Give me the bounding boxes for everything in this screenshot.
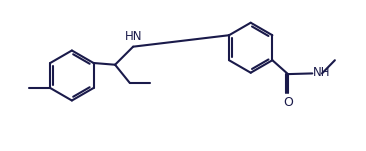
Text: NH: NH [313, 66, 330, 79]
Text: O: O [283, 96, 293, 109]
Text: HN: HN [125, 30, 143, 43]
